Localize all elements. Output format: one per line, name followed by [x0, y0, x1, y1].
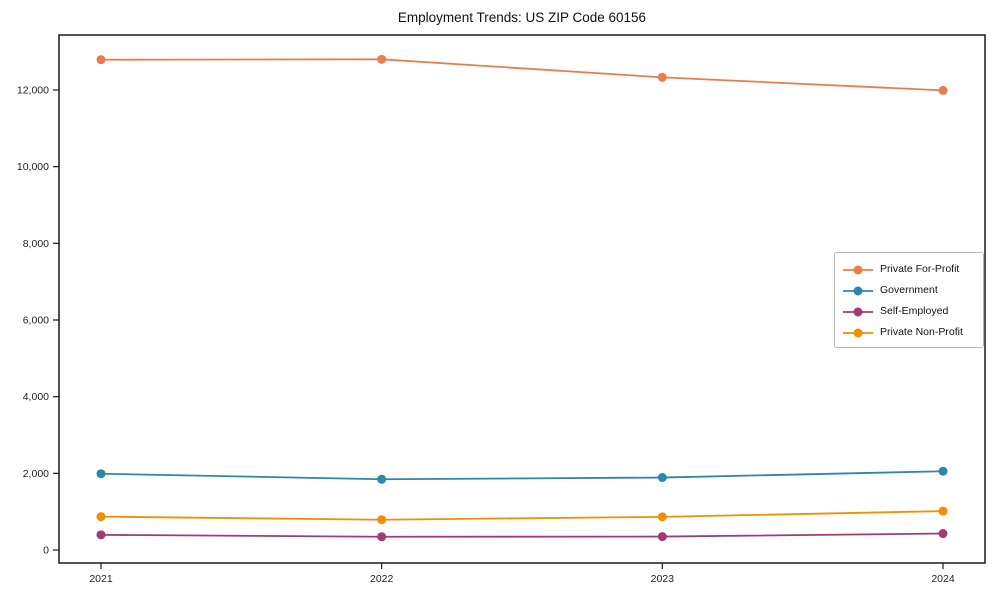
- legend-label: Self-Employed: [880, 304, 949, 317]
- legend: Private For-Profit Government Self-Employe…: [834, 252, 984, 348]
- y-tick-label: 2,000: [23, 468, 49, 480]
- data-point: [96, 55, 106, 65]
- data-point: [938, 85, 948, 95]
- legend-label: Private For-Profit: [880, 262, 960, 275]
- legend-line-marker-icon: [843, 305, 873, 317]
- data-point: [657, 473, 667, 483]
- data-point: [377, 532, 387, 542]
- legend-line-marker-icon: [843, 326, 873, 338]
- data-point: [96, 512, 106, 522]
- legend-item: Self-Employed: [843, 300, 975, 321]
- data-point: [657, 72, 667, 82]
- legend-item: Government: [843, 279, 975, 300]
- data-point: [938, 506, 948, 516]
- data-point: [938, 529, 948, 539]
- plot-frame: [58, 34, 986, 564]
- data-point: [657, 512, 667, 522]
- series-line: [100, 58, 944, 92]
- y-tick-label: 0: [43, 545, 49, 557]
- data-point: [96, 469, 106, 479]
- series-line: [100, 470, 944, 481]
- x-tick-label: 2023: [651, 573, 675, 585]
- x-tick-label: 2022: [370, 573, 394, 585]
- legend-line-marker-icon: [843, 263, 873, 275]
- series-layer: [96, 54, 948, 542]
- legend-label: Government: [880, 283, 938, 296]
- series-line: [100, 510, 944, 521]
- x-tick-label: 2021: [89, 573, 113, 585]
- data-point: [938, 466, 948, 476]
- series-line: [100, 532, 944, 538]
- x-tick-label: 2024: [931, 573, 955, 585]
- legend-item: Private For-Profit: [843, 258, 975, 279]
- y-axis-ticks: 0 2,000 4,000 6,000 8,000 10,000 12,000: [17, 85, 59, 557]
- data-point: [377, 515, 387, 525]
- chart-title: Employment Trends: US ZIP Code 60156: [397, 10, 647, 25]
- y-tick-label: 10,000: [17, 161, 49, 173]
- y-tick-label: 12,000: [17, 85, 49, 97]
- data-point: [377, 474, 387, 484]
- legend-label: Private Non-Profit: [880, 325, 963, 338]
- legend-item: Private Non-Profit: [843, 321, 975, 342]
- x-axis-ticks: 2021 2022 2023 2024: [89, 563, 955, 585]
- data-point: [96, 530, 106, 540]
- y-tick-label: 6,000: [23, 315, 49, 327]
- legend-line-marker-icon: [843, 284, 873, 296]
- y-tick-label: 8,000: [23, 238, 49, 250]
- data-point: [657, 532, 667, 542]
- data-point: [377, 54, 387, 64]
- y-tick-label: 4,000: [23, 391, 49, 403]
